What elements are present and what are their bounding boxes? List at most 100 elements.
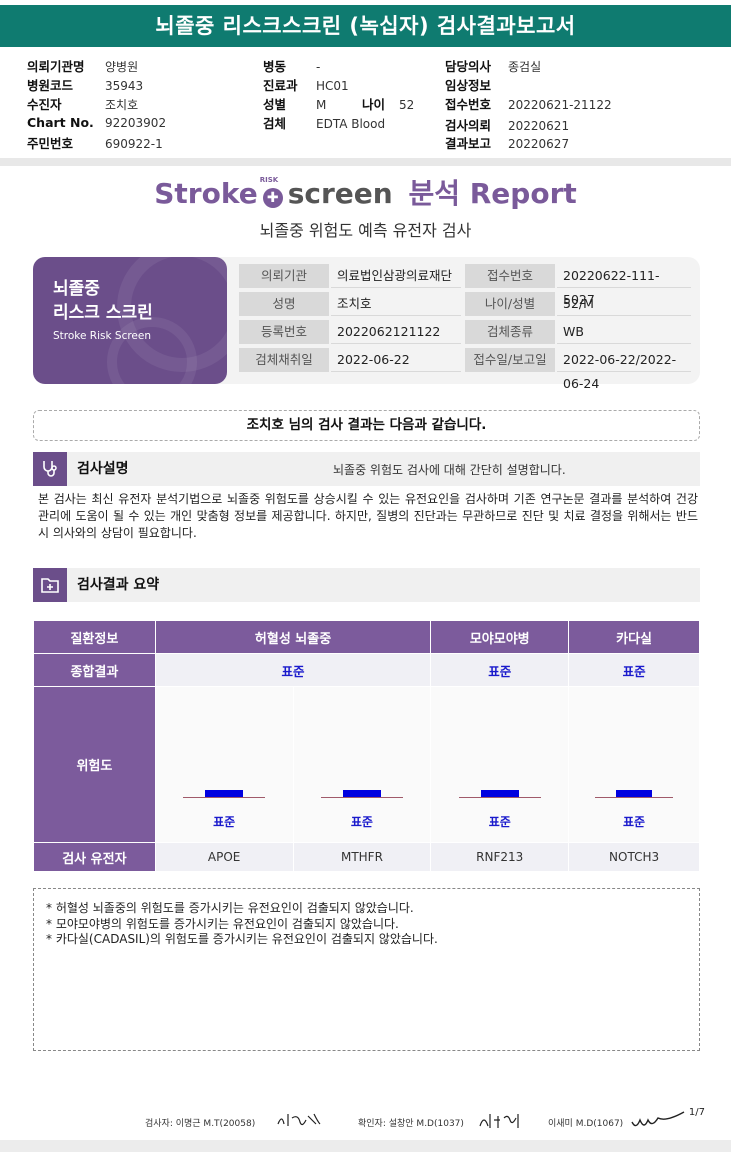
header-label: 담당의사 [445, 59, 492, 74]
header-value: HC01 [316, 79, 349, 93]
overall-result: 표준 [568, 653, 700, 687]
disease-moyamoya: 모야모야병 [430, 620, 570, 654]
bottom-strip [0, 1140, 731, 1152]
brand-risk-label: RISK [259, 176, 279, 184]
header-value: - [316, 60, 321, 74]
card-value: 20220622-111-5027 [557, 264, 691, 307]
header-label: 병동 [263, 59, 287, 74]
header-field-report-date: 결과보고 20220627 [445, 133, 569, 152]
card-key: 성명 [239, 292, 329, 316]
header-label: 성별 [263, 97, 287, 112]
header-value: 20220621 [508, 119, 570, 133]
card-row: 검체채취일 2022-06-22 접수일/보고일 2022-06-22/2022… [239, 348, 694, 391]
brand-report: Report [469, 177, 577, 210]
card-title-line2: 리스크 스크린 [53, 303, 153, 323]
row-label-disease: 질환정보 [33, 620, 156, 654]
report-title: 뇌졸중 리스크스크린 (녹십자) 검사결과보고서 [0, 5, 731, 47]
doctor-signature [630, 1110, 686, 1136]
brand-screen: screen [287, 177, 393, 210]
note-item: * 카다실(CADASIL)의 위험도를 증가시키는 유전요인이 검출되지 않았… [46, 932, 438, 946]
stethoscope-icon [33, 452, 67, 486]
risk-cell-mthfr: 표준 [292, 686, 432, 843]
header-field-ward: 병동 - [263, 56, 320, 75]
card-key: 의뢰기관 [239, 264, 329, 288]
footer-signatures: 검사자: 이명근 M.T(20058) 확인자: 설창안 M.D(1037) 이… [0, 1106, 731, 1136]
card-row: 성명 조치호 나이/성별 52/M [239, 292, 694, 318]
row-label-risk: 위험도 [33, 686, 156, 843]
card-value: 52/M [557, 292, 691, 316]
card-title-en: Stroke Risk Screen [53, 330, 151, 342]
note-item: * 모야모야병의 위험도를 증가시키는 유전요인이 검출되지 않았습니다. [46, 916, 399, 931]
tester-signature [276, 1110, 322, 1134]
report-subtitle: 뇌졸중 위험도 예측 유전자 검사 [259, 221, 472, 240]
header-value: 92203902 [105, 116, 167, 130]
card-row: 등록번호 2022062121122 검체종류 WB [239, 320, 694, 346]
header-label: 수진자 [27, 97, 62, 112]
brand-stroke: Stroke [154, 177, 258, 210]
header-field-doctor: 담당의사 종검실 [445, 56, 541, 75]
card-key: 접수일/보고일 [465, 348, 555, 372]
note-item: * 허혈성 뇌졸중의 위험도를 증가시키는 유전요인이 검출되지 않았습니다. [46, 901, 414, 915]
header-value: 종검실 [508, 60, 542, 74]
card-value: 2022062121122 [331, 320, 461, 344]
header-value: EDTA Blood [316, 117, 386, 131]
header-field-department: 진료과 HC01 [263, 75, 349, 94]
card-key: 접수번호 [465, 264, 555, 288]
header-label: 의뢰기관명 [27, 59, 85, 74]
header-label: 나이 [362, 97, 386, 112]
header-value: 20220627 [508, 137, 570, 151]
card-row: 의뢰기관 의료법인삼광의료재단 접수번호 20220622-111-5027 [239, 264, 694, 307]
header-info: 의뢰기관명 양병원 병원코드 35943 수진자 조치호 Chart No. 92203… [0, 52, 731, 154]
section-result-summary: 검사결과 요약 [33, 568, 700, 602]
header-label: 검체 [263, 116, 287, 131]
risk-baseline [183, 797, 266, 798]
header-field-chart-no: Chart No. 92203902 [27, 115, 166, 130]
header-field-sex: 성별 M 나이 52 [263, 94, 414, 113]
card-value: 2022-06-22 [331, 348, 461, 372]
gene-name: NOTCH3 [568, 842, 700, 872]
card-value: 2022-06-22/2022-06-24 [557, 348, 691, 391]
risk-baseline [320, 797, 403, 798]
section-title: 검사설명 [77, 461, 129, 477]
card-value: 의료법인삼광의료재단 [331, 264, 461, 288]
risk-bar [480, 790, 519, 797]
section-divider [0, 158, 731, 166]
card-key: 검체채취일 [239, 348, 329, 372]
doctor-name: 이새미 M.D(1067) [548, 1119, 624, 1129]
header-field-clinical-info: 임상정보 [445, 75, 508, 94]
overall-result: 표준 [154, 653, 432, 687]
overall-result: 표준 [430, 653, 570, 687]
section-desc: 뇌졸중 위험도 검사에 대해 간단히 설명합니다. [333, 463, 566, 477]
gene-name: MTHFR [292, 842, 432, 872]
header-field-patient: 수진자 조치호 [27, 94, 138, 113]
risk-bar [205, 790, 244, 797]
risk-cell-notch3: 표준 [568, 686, 700, 843]
header-label: 검사의뢰 [445, 118, 492, 133]
header-value: 조치호 [105, 98, 139, 112]
card-title-panel: 뇌졸중 리스크 스크린 Stroke Risk Screen [33, 257, 227, 384]
result-table: 질환정보 허혈성 뇌졸중 모야모야병 카다실 종합결과 표준 표준 표준 위험도… [33, 620, 700, 872]
card-key: 나이/성별 [465, 292, 555, 316]
risk-cell-rnf213: 표준 [430, 686, 570, 843]
header-label: Chart No. [27, 115, 94, 130]
header-label: 진료과 [263, 78, 298, 93]
header-field-request-date: 검사의뢰 20220621 [445, 115, 569, 134]
header-value: 양병원 [105, 60, 139, 74]
header-label: 병원코드 [27, 78, 74, 93]
header-label: 결과보고 [445, 136, 492, 151]
header-label: 접수번호 [445, 97, 492, 112]
header-value: 20220621-21122 [508, 98, 612, 112]
header-field-institution: 의뢰기관명 양병원 [27, 56, 138, 75]
disease-ischemic-stroke: 허혈성 뇌졸중 [154, 620, 432, 654]
risk-bar [342, 790, 382, 797]
row-label-overall: 종합결과 [33, 653, 156, 687]
card-title-line1: 뇌졸중 [53, 279, 100, 299]
risk-cell-apoe: 표준 [154, 686, 294, 843]
header-label: 임상정보 [445, 78, 492, 93]
card-value: WB [557, 320, 691, 344]
header-value: M [316, 98, 327, 112]
gene-name: APOE [154, 842, 294, 872]
card-value: 조치호 [331, 292, 461, 316]
confirmer-name: 확인자: 설창안 M.D(1037) [358, 1119, 464, 1129]
tester-name: 검사자: 이명근 M.T(20058) [145, 1119, 256, 1129]
